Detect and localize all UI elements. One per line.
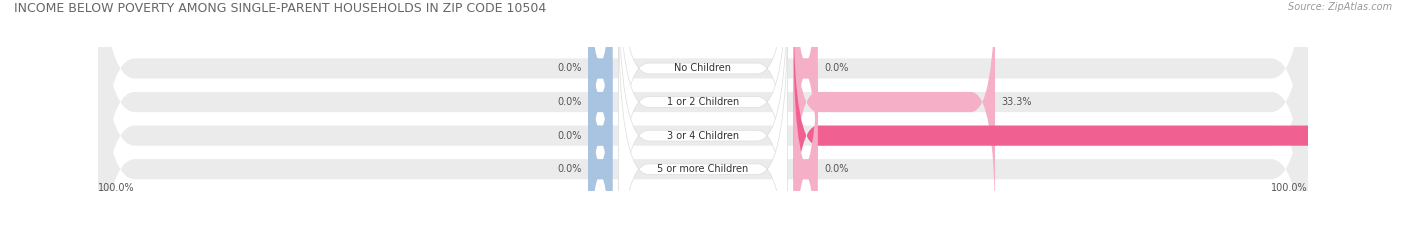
Text: INCOME BELOW POVERTY AMONG SINGLE-PARENT HOUSEHOLDS IN ZIP CODE 10504: INCOME BELOW POVERTY AMONG SINGLE-PARENT… — [14, 2, 547, 15]
Text: 0.0%: 0.0% — [558, 63, 582, 73]
FancyBboxPatch shape — [619, 0, 787, 231]
FancyBboxPatch shape — [619, 7, 787, 233]
Text: 0.0%: 0.0% — [824, 63, 848, 73]
FancyBboxPatch shape — [588, 0, 613, 193]
Text: 0.0%: 0.0% — [558, 131, 582, 141]
FancyBboxPatch shape — [98, 0, 1308, 233]
Text: 100.0%: 100.0% — [1355, 131, 1392, 141]
Text: 100.0%: 100.0% — [1271, 183, 1308, 193]
FancyBboxPatch shape — [98, 0, 1308, 233]
Text: 0.0%: 0.0% — [824, 164, 848, 174]
FancyBboxPatch shape — [793, 0, 995, 226]
Text: 0.0%: 0.0% — [558, 97, 582, 107]
FancyBboxPatch shape — [619, 0, 787, 233]
FancyBboxPatch shape — [793, 11, 1398, 233]
Text: 3 or 4 Children: 3 or 4 Children — [666, 131, 740, 141]
Text: No Children: No Children — [675, 63, 731, 73]
Text: 33.3%: 33.3% — [1001, 97, 1032, 107]
FancyBboxPatch shape — [98, 0, 1308, 233]
Text: 1 or 2 Children: 1 or 2 Children — [666, 97, 740, 107]
Text: 5 or more Children: 5 or more Children — [658, 164, 748, 174]
FancyBboxPatch shape — [588, 45, 613, 233]
FancyBboxPatch shape — [588, 0, 613, 226]
FancyBboxPatch shape — [619, 0, 787, 233]
FancyBboxPatch shape — [588, 11, 613, 233]
FancyBboxPatch shape — [98, 0, 1308, 233]
FancyBboxPatch shape — [793, 0, 818, 193]
Text: Source: ZipAtlas.com: Source: ZipAtlas.com — [1288, 2, 1392, 12]
Text: 0.0%: 0.0% — [558, 164, 582, 174]
FancyBboxPatch shape — [793, 45, 818, 233]
Text: 100.0%: 100.0% — [98, 183, 135, 193]
